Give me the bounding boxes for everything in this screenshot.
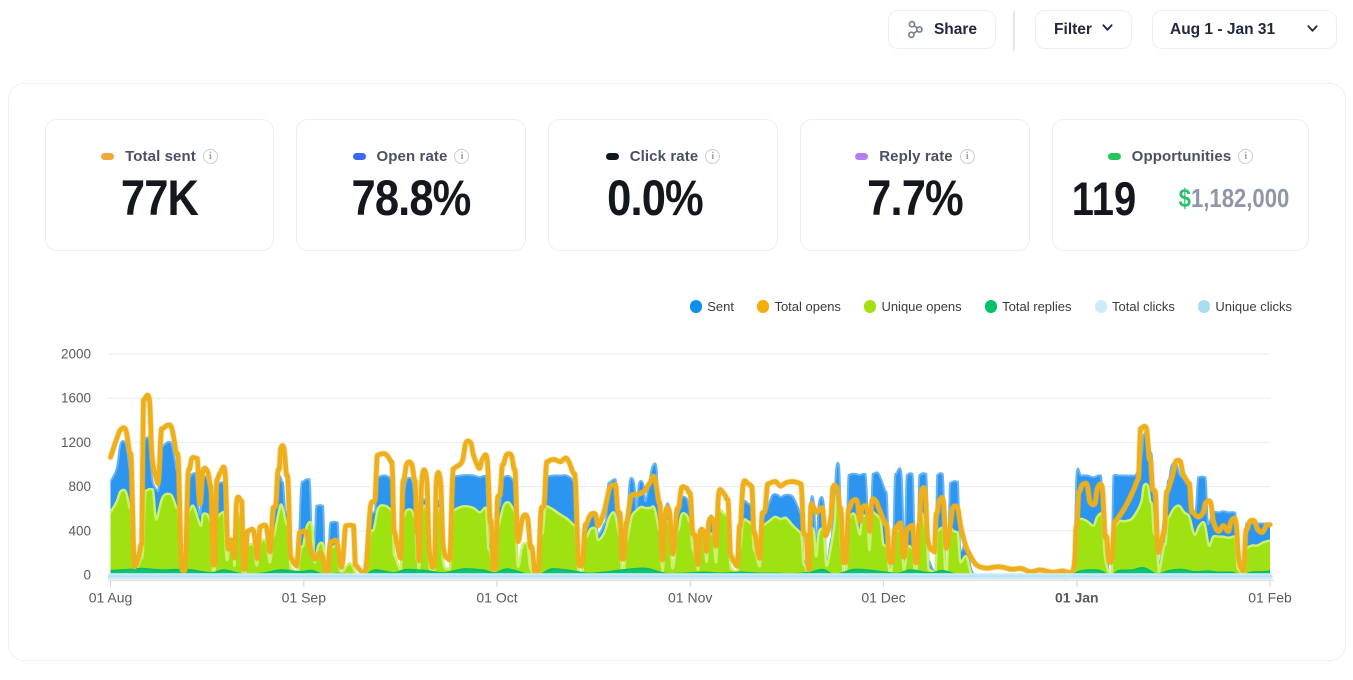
svg-text:1200: 1200 — [61, 435, 91, 450]
svg-text:0: 0 — [83, 568, 91, 583]
svg-text:01 Feb: 01 Feb — [1248, 590, 1292, 606]
svg-text:01 Nov: 01 Nov — [668, 590, 712, 606]
svg-text:01 Dec: 01 Dec — [861, 590, 905, 606]
svg-text:2000: 2000 — [61, 347, 91, 362]
svg-text:800: 800 — [68, 479, 91, 494]
svg-text:01 Sep: 01 Sep — [282, 590, 327, 606]
svg-text:400: 400 — [68, 523, 91, 538]
svg-text:01 Oct: 01 Oct — [476, 590, 517, 606]
svg-text:01 Aug: 01 Aug — [89, 590, 133, 606]
svg-text:1600: 1600 — [61, 391, 91, 406]
svg-text:01 Jan: 01 Jan — [1055, 590, 1099, 606]
